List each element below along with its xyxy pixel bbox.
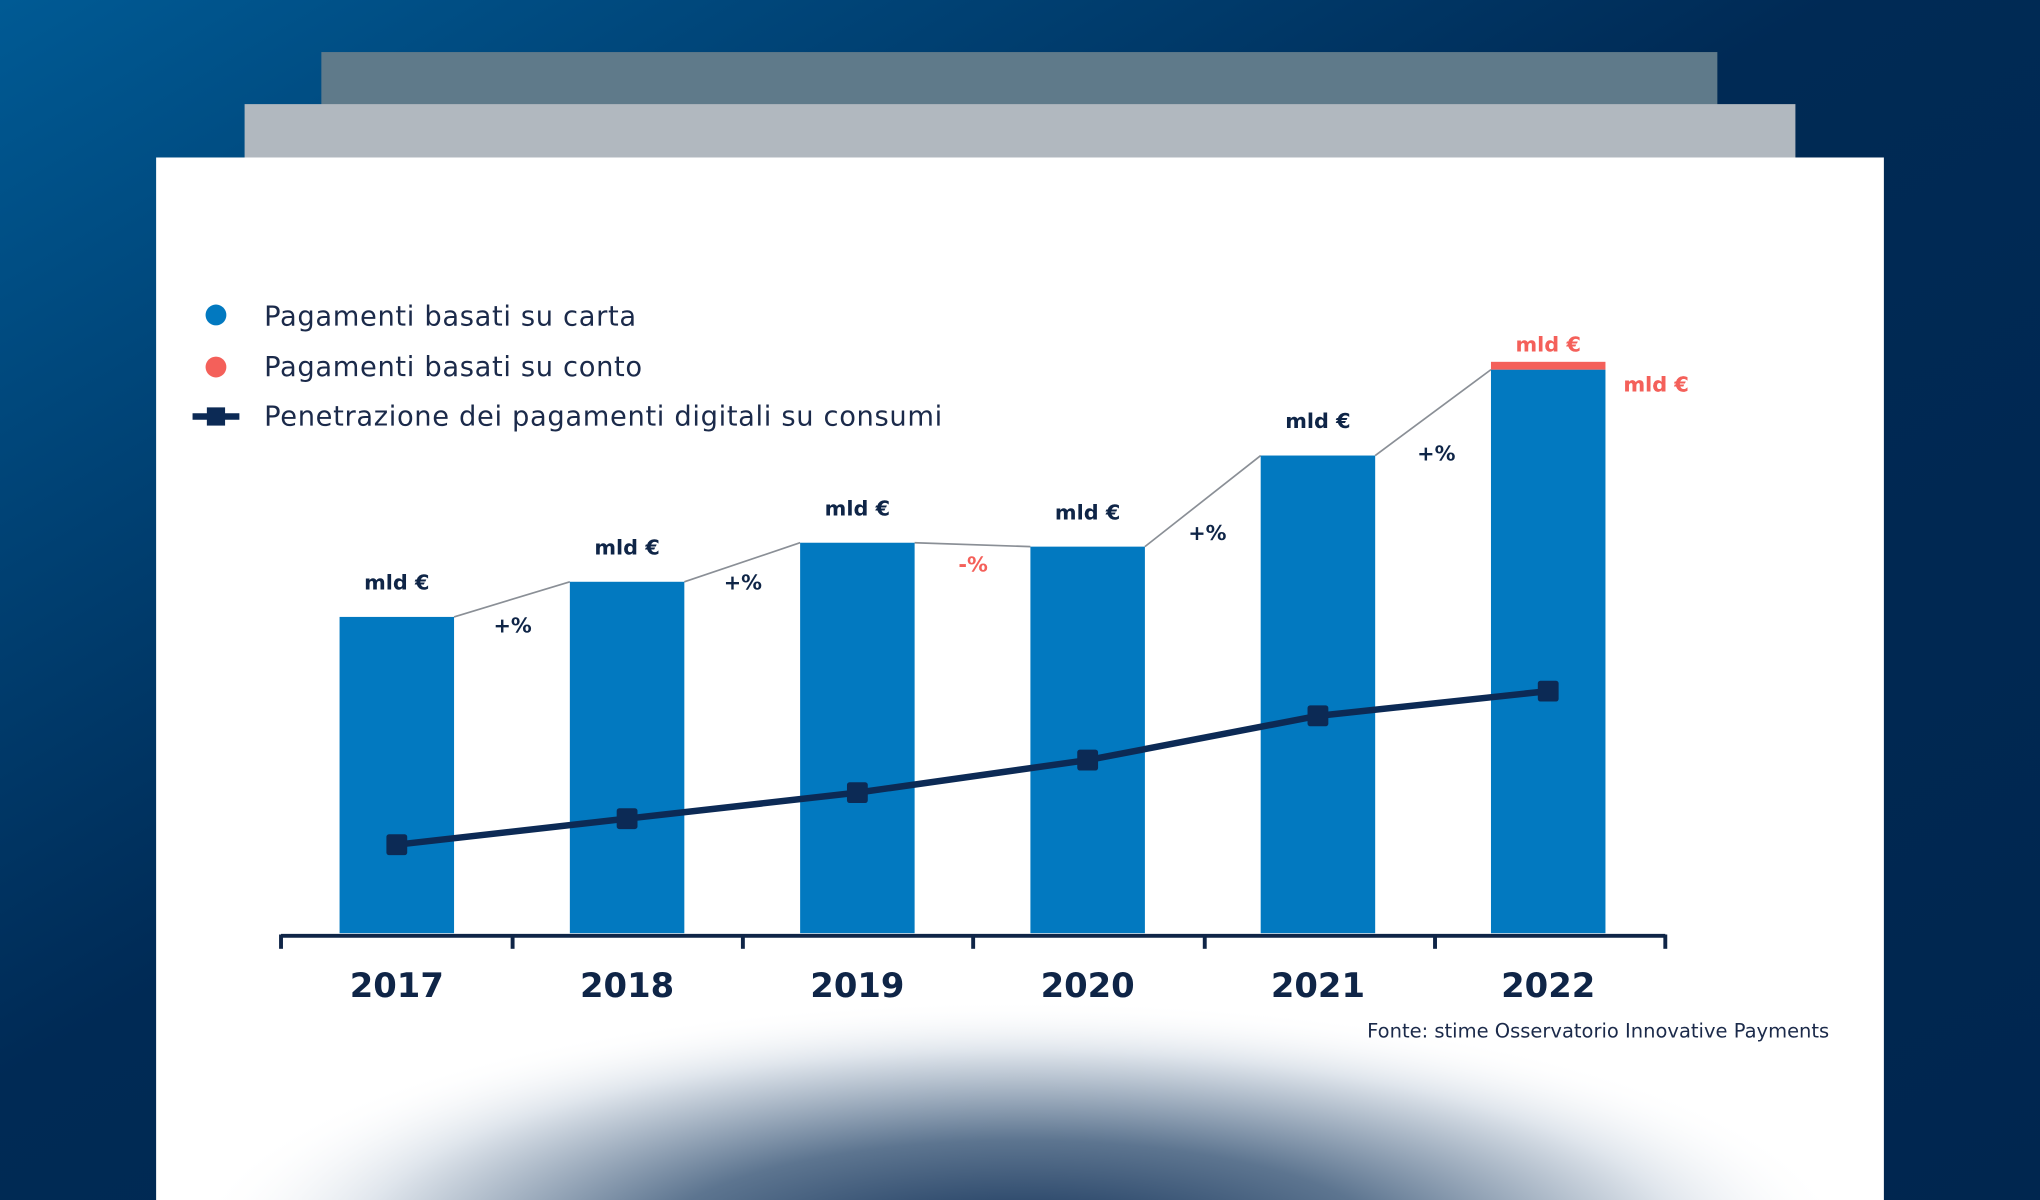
- tick-label-2019: 2019: [810, 966, 904, 1005]
- penetrazione-point-2020: [1077, 749, 1099, 771]
- growth-connector: [684, 541, 801, 583]
- back-panel-2: [321, 52, 1718, 107]
- growth-connector: [1144, 454, 1262, 548]
- growth-label: +%: [1188, 521, 1226, 545]
- penetrazione-point-2017: [386, 834, 408, 856]
- tick-label-2018: 2018: [580, 966, 674, 1005]
- conto-label-top: mld €: [1515, 332, 1580, 356]
- bar-carta-2022: [1490, 369, 1606, 934]
- bar-carta-2018: [569, 581, 685, 934]
- bar-label-2021: mld €: [1285, 409, 1350, 433]
- growth-connector: [1374, 368, 1492, 457]
- bar-carta-2019: [800, 542, 915, 934]
- bar-label-2019: mld €: [825, 496, 890, 520]
- growth-label: -%: [958, 552, 988, 576]
- growth-label: +%: [724, 571, 762, 595]
- bar-carta-2020: [1030, 546, 1145, 934]
- penetrazione-line: [396, 687, 1549, 848]
- tick-label-2020: 2020: [1041, 966, 1135, 1005]
- conto-label-right: mld €: [1623, 373, 1688, 397]
- penetrazione-point-2022: [1537, 680, 1559, 702]
- bar-label-2018: mld €: [594, 535, 659, 559]
- penetrazione-point-2019: [846, 782, 868, 804]
- tick-label-2022: 2022: [1501, 966, 1595, 1005]
- bar-conto-2022: [1490, 361, 1606, 370]
- legend-conto-label: Pagamenti basati su conto: [264, 352, 643, 383]
- growth-label: +%: [1417, 442, 1455, 466]
- tick-label-2021: 2021: [1271, 966, 1365, 1005]
- legend: Pagamenti basati su carta Pagamenti basa…: [192, 301, 943, 433]
- bar-carta-2017: [339, 616, 455, 934]
- bar-label-2020: mld €: [1055, 500, 1120, 524]
- source-note: Fonte: stime Osservatorio Innovative Pay…: [1367, 1019, 1829, 1042]
- growth-connector: [914, 541, 1031, 548]
- plot-area: mld € mld € mld € mld € mld € mld € +% +% -% +% +%…: [339, 332, 1689, 934]
- legend-conto-icon: [205, 356, 227, 378]
- bottom-glow: [187, 963, 1853, 1200]
- tick-label-2017: 2017: [350, 966, 444, 1005]
- x-axis: 2017 2018 2019 2020 2021 2022: [279, 933, 1668, 1005]
- legend-penetrazione-icon: [192, 407, 240, 426]
- growth-label: +%: [493, 614, 531, 638]
- bar-carta-2021: [1260, 455, 1376, 934]
- penetrazione-point-2021: [1307, 705, 1329, 727]
- back-panel-1: [244, 104, 1796, 159]
- legend-carta-label: Pagamenti basati su carta: [264, 301, 637, 332]
- bar-label-2017: mld €: [364, 571, 429, 595]
- growth-connector: [453, 580, 571, 618]
- bar-label-2022: mld €: [1623, 373, 1688, 397]
- legend-penetrazione-label: Penetrazione dei pagamenti digitali su c…: [264, 402, 943, 433]
- legend-carta-icon: [205, 304, 227, 326]
- penetrazione-point-2018: [616, 808, 638, 830]
